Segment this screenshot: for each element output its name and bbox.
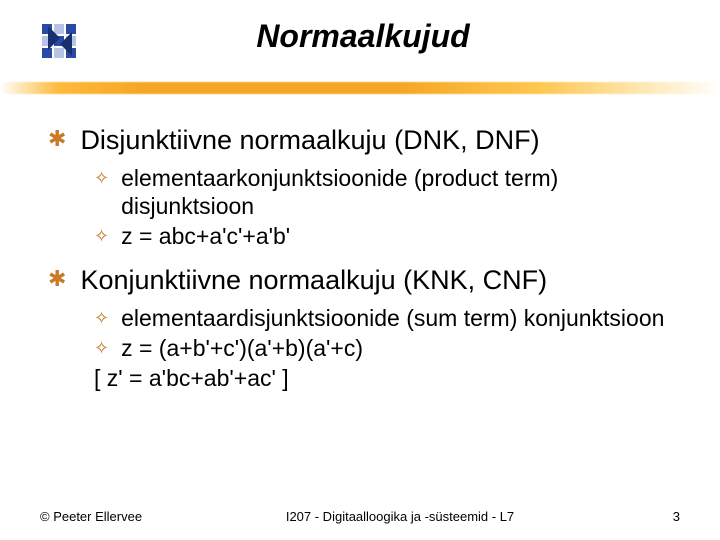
list-item: ✧ z = abc+a'c'+a'b' xyxy=(94,222,680,250)
bullet-l2-icon: ✧ xyxy=(94,164,109,192)
list-item: ✧ elementaarkonjunktsioonide (product te… xyxy=(94,164,680,220)
footer: © Peeter Ellervee I207 - Digitaalloogika… xyxy=(40,509,680,524)
header: Normaalkujud xyxy=(40,18,680,68)
list-item-text: z = abc+a'c'+a'b' xyxy=(121,222,290,250)
list-item-text: elementaarkonjunktsioonide (product term… xyxy=(121,164,680,220)
title-underline xyxy=(0,82,720,96)
footer-page-number: 3 xyxy=(620,509,680,524)
section-heading: ✱ Konjunktiivne normaalkuju (KNK, CNF) xyxy=(48,264,680,296)
section-items: ✧ elementaardisjunktsioonide (sum term) … xyxy=(48,304,680,392)
bullet-l2-icon: ✧ xyxy=(94,334,109,362)
bullet-l2-icon: ✧ xyxy=(94,304,109,332)
section-heading: ✱ Disjunktiivne normaalkuju (DNK, DNF) xyxy=(48,124,680,156)
list-item: ✧ z = (a+b'+c')(a'+b)(a'+c) xyxy=(94,334,680,362)
logo-icon xyxy=(40,22,86,68)
bullet-l1-icon: ✱ xyxy=(48,264,66,294)
footer-course: I207 - Digitaalloogika ja -süsteemid - L… xyxy=(180,509,620,524)
section-heading-text: Konjunktiivne normaalkuju (KNK, CNF) xyxy=(80,264,547,296)
slide-title: Normaalkujud xyxy=(106,18,680,55)
content: ✱ Disjunktiivne normaalkuju (DNK, DNF) ✧… xyxy=(40,124,680,392)
section-items: ✧ elementaarkonjunktsioonide (product te… xyxy=(48,164,680,250)
footer-copyright: © Peeter Ellervee xyxy=(40,509,180,524)
list-item-text: elementaardisjunktsioonide (sum term) ko… xyxy=(121,304,664,332)
list-item-plain: [ z' = a'bc+ab'+ac' ] xyxy=(94,364,680,392)
section-heading-text: Disjunktiivne normaalkuju (DNK, DNF) xyxy=(80,124,539,156)
slide: Normaalkujud ✱ Disjunktiivne normaalkuju… xyxy=(0,0,720,540)
bullet-l2-icon: ✧ xyxy=(94,222,109,250)
list-item-text: z = (a+b'+c')(a'+b)(a'+c) xyxy=(121,334,363,362)
bullet-l1-icon: ✱ xyxy=(48,124,66,154)
list-item: ✧ elementaardisjunktsioonide (sum term) … xyxy=(94,304,680,332)
